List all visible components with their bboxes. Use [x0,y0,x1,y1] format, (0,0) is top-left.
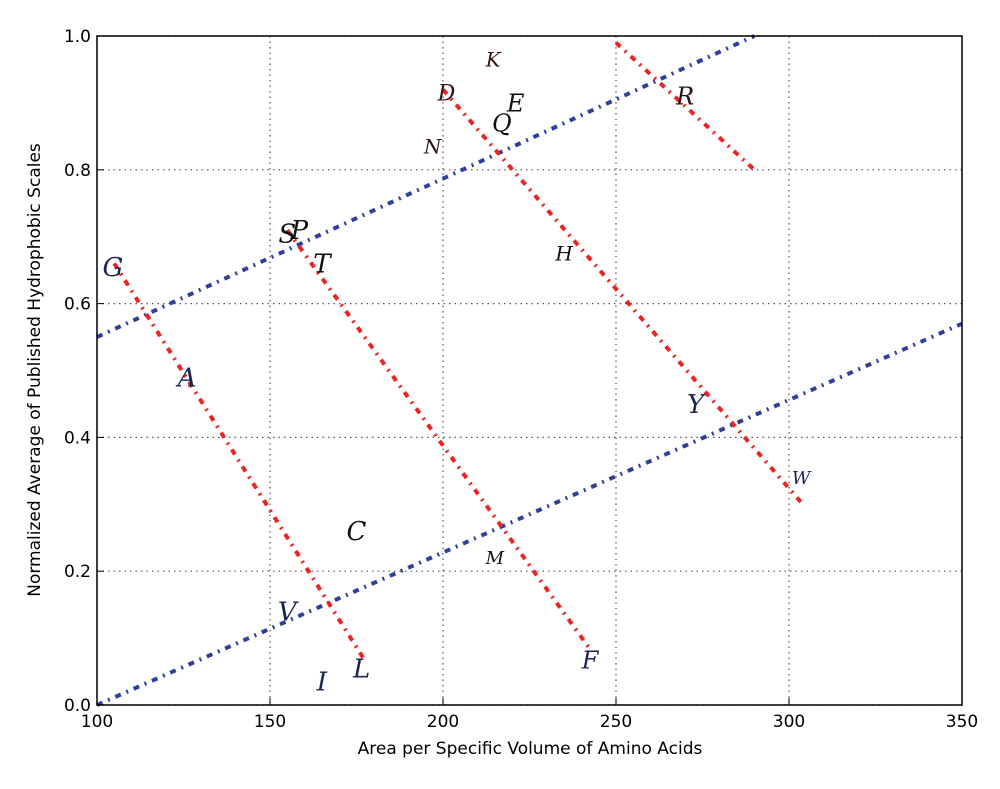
point-C: C [347,517,367,547]
point-R: R [675,83,694,111]
y-tick-label: 0.0 [64,696,91,716]
y-tick-label: 0.6 [64,295,91,315]
point-D: D [437,82,456,107]
point-T: T [313,250,332,280]
data-points: G A SPT C V I L N D KEQ H M F Y R W [103,47,812,697]
y-tick-label: 0.2 [64,562,91,582]
point-Y: Y [687,390,707,420]
y-axis-label: Normalized Average of Published Hydropho… [25,143,45,597]
line-red-1 [112,262,366,660]
x-tick-label: 150 [254,712,286,732]
point-V: V [278,597,299,627]
line-blue-upper [96,34,756,339]
point-P: P [290,216,309,246]
point-K: K [485,47,502,71]
y-tick-label: 0.4 [64,428,91,448]
point-A: A [176,363,197,393]
point-S: S [278,219,296,249]
line-red-4 [614,41,756,172]
ticks: 100 150 200 250 300 350 0.0 0.2 0.4 0.6 0.8 1.0 [64,27,978,732]
point-L: L [352,654,370,684]
point-N: N [423,134,443,158]
x-tick-label: 250 [600,712,632,732]
point-F: F [581,647,600,675]
line-blue-lower [96,321,963,707]
y-tick-label: 0.8 [64,161,91,181]
x-tick-label: 350 [946,712,978,732]
point-G: G [103,253,124,283]
fit-lines [96,34,963,707]
plot-frame [96,35,963,706]
line-red-2 [285,228,594,653]
point-W: W [792,468,812,489]
x-tick-label: 200 [427,712,459,732]
x-axis-label: Area per Specific Volume of Amino Acids [358,739,703,759]
point-Q: Q [492,109,512,137]
x-tick-label: 300 [773,712,805,732]
point-I: I [316,668,328,698]
y-tick-label: 1.0 [64,27,91,47]
point-E: E [506,89,525,117]
point-H: H [554,241,573,265]
point-M: M [485,548,505,569]
x-tick-label: 100 [81,712,113,732]
